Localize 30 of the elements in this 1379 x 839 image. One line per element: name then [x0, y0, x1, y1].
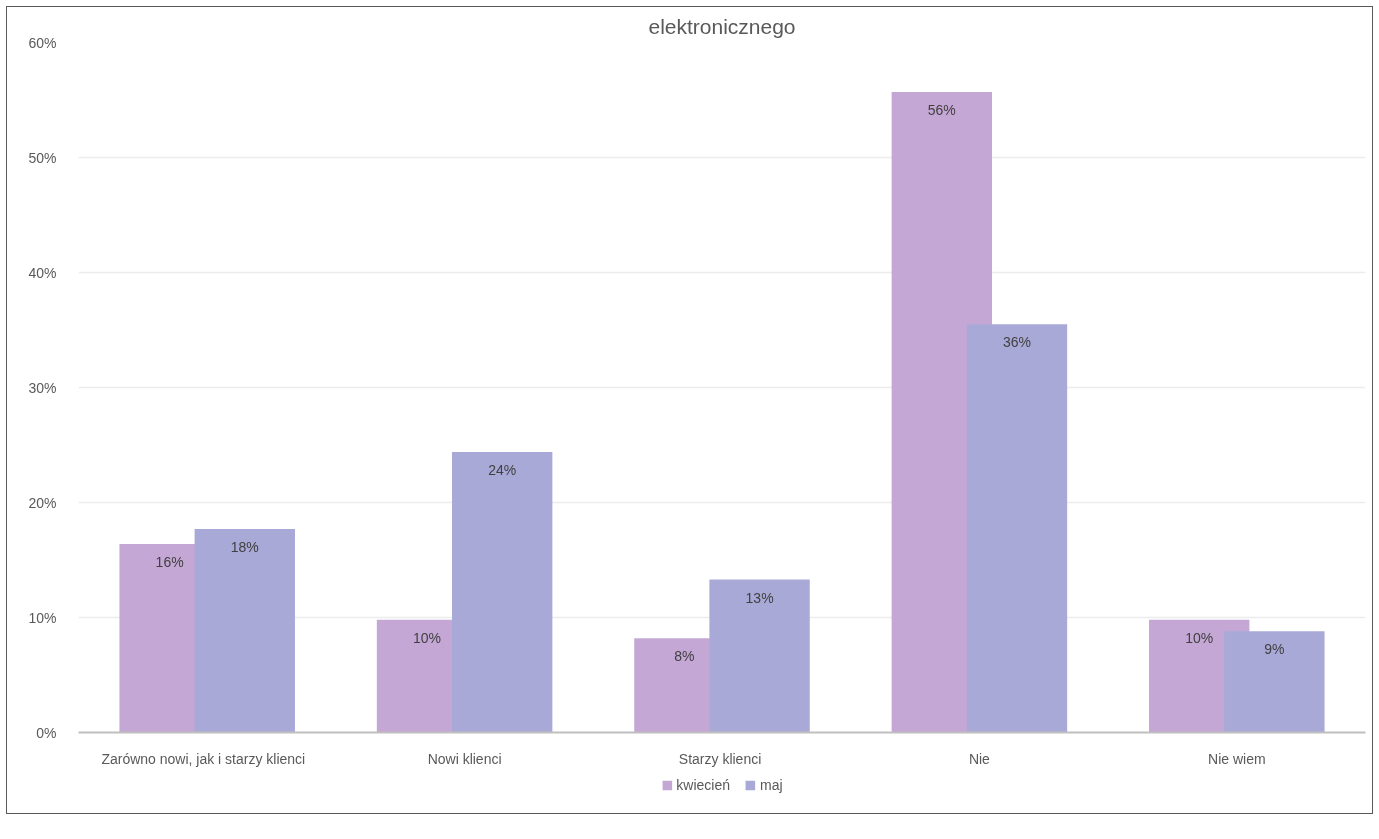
data-label: 56%: [927, 101, 956, 118]
x-tick-label: Nowi klienci: [427, 750, 502, 767]
y-tick-label: 0%: [36, 724, 57, 741]
bar: [966, 324, 1068, 733]
data-label: 18%: [230, 538, 259, 555]
data-label: 24%: [488, 461, 517, 478]
bar: [194, 528, 295, 733]
legend-label: kwiecień: [676, 777, 731, 793]
data-label: 10%: [413, 629, 442, 646]
data-label: 10%: [1185, 629, 1214, 646]
y-tick-label: 30%: [28, 379, 57, 396]
data-label: 36%: [1002, 334, 1031, 351]
y-tick-label: 60%: [28, 34, 57, 51]
data-label: 13%: [745, 589, 774, 606]
x-tick-label: Zarówno nowi, jak i starzy klienci: [101, 750, 306, 767]
data-label: 9%: [1264, 641, 1285, 658]
data-label: 16%: [155, 553, 184, 570]
bar: [709, 579, 810, 733]
legend-label: maj: [760, 777, 783, 793]
y-tick-label: 40%: [28, 264, 57, 281]
bar: [1224, 631, 1325, 733]
data-label: 8%: [674, 648, 695, 665]
x-tick-label: Nie wiem: [1208, 750, 1266, 767]
x-tick-label: Nie: [968, 750, 991, 767]
x-tick-label: Starzy klienci: [678, 750, 762, 767]
y-tick-label: 10%: [28, 609, 57, 626]
bar: [451, 451, 553, 733]
y-tick-label: 20%: [28, 494, 57, 511]
chart-title: elektronicznego: [648, 14, 796, 38]
y-tick-label: 50%: [28, 149, 57, 166]
